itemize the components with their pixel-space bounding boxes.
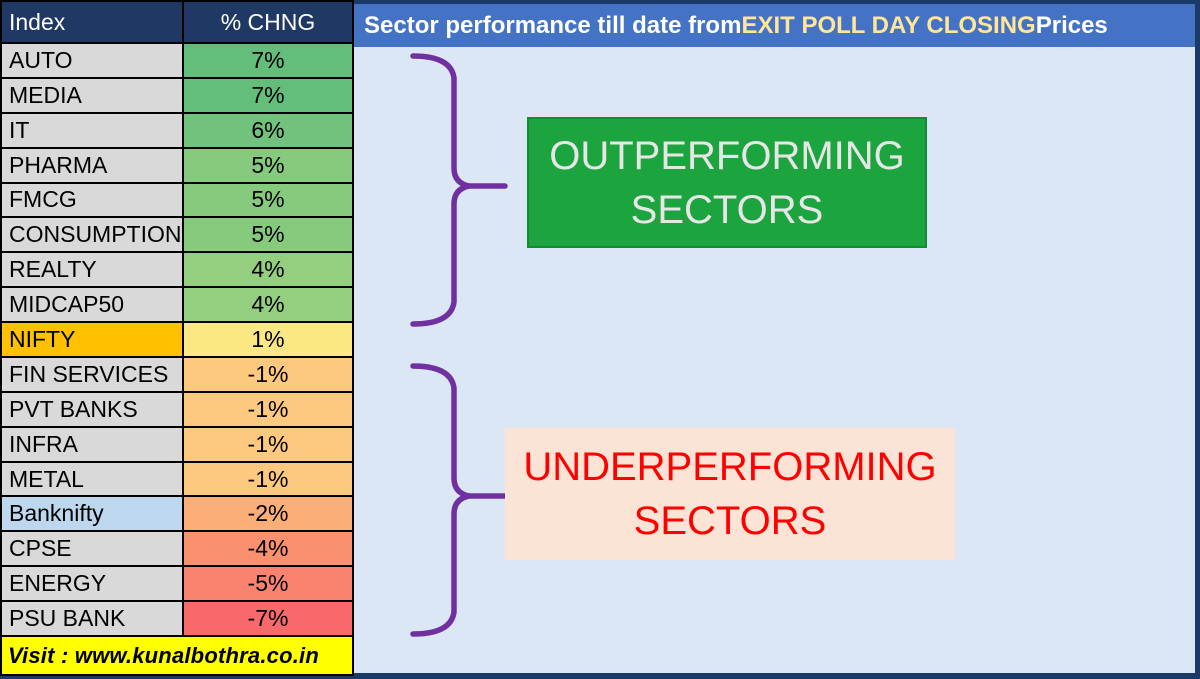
index-cell: PHARMA (2, 148, 182, 182)
index-cell: Banknifty (2, 497, 182, 531)
table-footer-row: Visit : www.kunalbothra.co.in (2, 637, 352, 674)
outperforming-label: OUTPERFORMING SECTORS (527, 117, 927, 248)
chng-cell: -4% (184, 532, 352, 566)
table-row: AUTO 7% (2, 44, 352, 77)
table-row: CONSUMPTION 5% (2, 218, 352, 252)
banner-text-highlight: EXIT POLL DAY CLOSING (741, 11, 1036, 39)
chng-cell: 5% (184, 218, 352, 252)
table-row: NIFTY 1% (2, 323, 352, 356)
chng-cell: -2% (184, 497, 352, 531)
index-cell: ENERGY (2, 567, 182, 601)
table-row: MEDIA 7% (2, 78, 352, 112)
index-cell: CONSUMPTION (2, 218, 182, 252)
underperforming-label: UNDERPERFORMING SECTORS (505, 428, 955, 560)
chng-cell: 6% (184, 113, 352, 147)
chng-cell: 7% (184, 44, 352, 77)
chng-cell: -1% (184, 392, 352, 426)
sector-table: Index % CHNG AUTO 7% MEDIA 7% IT 6% PHAR… (0, 0, 354, 676)
index-cell: REALTY (2, 253, 182, 287)
banner-text-prefix: Sector performance till date from (364, 11, 742, 39)
index-cell: NIFTY (2, 323, 182, 356)
table-row: CPSE -4% (2, 532, 352, 566)
table-row: FMCG 5% (2, 183, 352, 217)
chng-cell: 5% (184, 148, 352, 182)
table-row: INFRA -1% (2, 427, 352, 461)
index-cell: FMCG (2, 183, 182, 217)
table-row: PVT BANKS -1% (2, 392, 352, 426)
table-header-row: Index % CHNG (2, 2, 352, 42)
index-cell: MEDIA (2, 78, 182, 112)
chng-cell: -7% (184, 602, 352, 635)
table-row: METAL -1% (2, 462, 352, 496)
table-row: PHARMA 5% (2, 148, 352, 182)
chng-cell: 7% (184, 78, 352, 112)
header-chng: % CHNG (184, 2, 352, 42)
index-cell: CPSE (2, 532, 182, 566)
outperforming-brace-icon (410, 53, 508, 327)
table-row: MIDCAP50 4% (2, 288, 352, 322)
banner-text-suffix: Prices (1035, 11, 1108, 39)
chng-cell: 4% (184, 288, 352, 322)
chng-cell: -1% (184, 357, 352, 391)
visit-link[interactable]: Visit : www.kunalbothra.co.in (2, 637, 352, 674)
chng-cell: 1% (184, 323, 352, 356)
index-cell: METAL (2, 462, 182, 496)
title-banner: Sector performance till date from EXIT P… (354, 4, 1195, 47)
chng-cell: -1% (184, 462, 352, 496)
index-cell: INFRA (2, 427, 182, 461)
index-cell: FIN SERVICES (2, 357, 182, 391)
index-cell: MIDCAP50 (2, 288, 182, 322)
table-row: IT 6% (2, 113, 352, 147)
chng-cell: -5% (184, 567, 352, 601)
chng-cell: 4% (184, 253, 352, 287)
table-row: Banknifty -2% (2, 497, 352, 531)
table-row: PSU BANK -7% (2, 602, 352, 635)
table-row: FIN SERVICES -1% (2, 357, 352, 391)
header-index: Index (2, 2, 182, 42)
table-row: REALTY 4% (2, 253, 352, 287)
underperforming-brace-icon (410, 363, 508, 637)
table-row: ENERGY -5% (2, 567, 352, 601)
index-cell: IT (2, 113, 182, 147)
chng-cell: -1% (184, 427, 352, 461)
index-cell: PVT BANKS (2, 392, 182, 426)
index-cell: AUTO (2, 44, 182, 77)
annotation-panel: OUTPERFORMING SECTORS UNDERPERFORMING SE… (354, 47, 1195, 673)
chng-cell: 5% (184, 183, 352, 217)
index-cell: PSU BANK (2, 602, 182, 635)
